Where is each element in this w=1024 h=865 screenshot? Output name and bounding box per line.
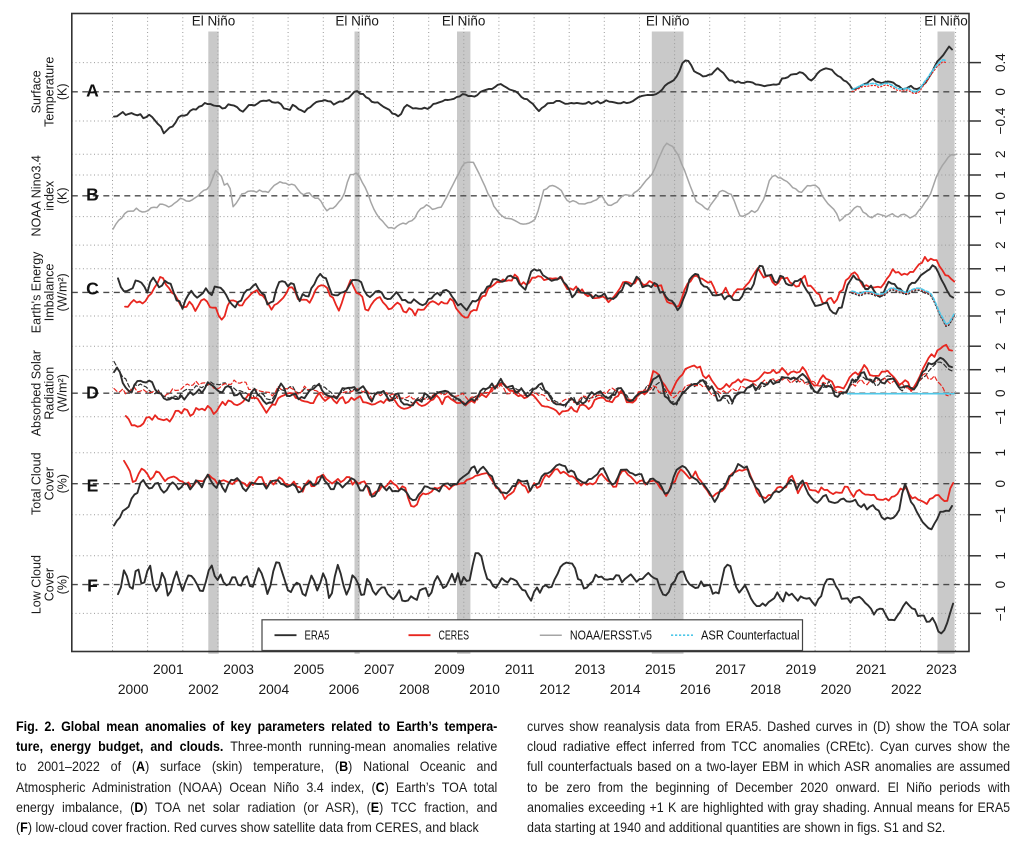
svg-text:0: 0 bbox=[993, 480, 1008, 488]
svg-text:2015: 2015 bbox=[645, 662, 676, 677]
svg-text:2016: 2016 bbox=[680, 682, 711, 697]
svg-text:NOAA Nino3.4: NOAA Nino3.4 bbox=[30, 155, 44, 236]
svg-text:ASR Counterfactual: ASR Counterfactual bbox=[701, 628, 800, 643]
svg-text:2: 2 bbox=[993, 150, 1008, 158]
svg-text:2008: 2008 bbox=[399, 682, 430, 697]
svg-text:Earth's Energy: Earth's Energy bbox=[30, 251, 44, 333]
svg-text:(%): (%) bbox=[56, 474, 70, 493]
svg-text:Cover: Cover bbox=[43, 467, 57, 500]
svg-text:Temperature: Temperature bbox=[43, 57, 57, 127]
svg-text:2017: 2017 bbox=[715, 662, 746, 677]
svg-text:(%): (%) bbox=[56, 575, 70, 594]
svg-text:2010: 2010 bbox=[469, 682, 500, 697]
svg-text:B: B bbox=[86, 185, 99, 205]
svg-text:Total Cloud: Total Cloud bbox=[30, 452, 44, 515]
svg-text:1: 1 bbox=[993, 552, 1008, 560]
svg-text:2: 2 bbox=[993, 241, 1008, 249]
svg-text:2007: 2007 bbox=[364, 662, 395, 677]
svg-text:2012: 2012 bbox=[540, 682, 571, 697]
svg-text:2019: 2019 bbox=[786, 662, 817, 677]
svg-text:(K): (K) bbox=[56, 187, 70, 204]
svg-text:−1: −1 bbox=[993, 209, 1008, 224]
svg-text:El Niño: El Niño bbox=[924, 14, 968, 29]
svg-text:El Niño: El Niño bbox=[192, 14, 236, 29]
svg-text:ERA5: ERA5 bbox=[305, 628, 330, 643]
svg-text:Radiation: Radiation bbox=[43, 367, 57, 420]
svg-text:Imbalance: Imbalance bbox=[43, 264, 57, 322]
svg-text:C: C bbox=[86, 279, 99, 299]
svg-text:A: A bbox=[86, 81, 99, 101]
svg-text:2020: 2020 bbox=[821, 682, 852, 697]
svg-text:2001: 2001 bbox=[153, 662, 184, 677]
svg-text:0: 0 bbox=[993, 192, 1008, 200]
svg-text:2011: 2011 bbox=[505, 662, 535, 677]
svg-text:2004: 2004 bbox=[258, 682, 289, 697]
svg-text:−1: −1 bbox=[993, 308, 1008, 323]
svg-text:(W/m²): (W/m²) bbox=[56, 273, 70, 311]
svg-text:2000: 2000 bbox=[118, 682, 149, 697]
svg-text:2002: 2002 bbox=[188, 682, 219, 697]
svg-text:2013: 2013 bbox=[575, 662, 606, 677]
svg-text:(W/m²): (W/m²) bbox=[56, 374, 70, 412]
svg-text:−1: −1 bbox=[993, 409, 1008, 424]
svg-text:0: 0 bbox=[993, 289, 1008, 297]
svg-text:NOAA/ERSST.v5: NOAA/ERSST.v5 bbox=[570, 628, 652, 643]
svg-text:2: 2 bbox=[993, 342, 1008, 350]
svg-text:1: 1 bbox=[993, 366, 1008, 374]
svg-text:2021: 2021 bbox=[856, 662, 887, 677]
svg-text:El Niño: El Niño bbox=[646, 14, 690, 29]
svg-text:2023: 2023 bbox=[926, 662, 957, 677]
svg-text:Low Cloud: Low Cloud bbox=[30, 555, 44, 614]
svg-text:CERES: CERES bbox=[439, 628, 470, 643]
svg-text:E: E bbox=[87, 476, 99, 496]
svg-text:El Niño: El Niño bbox=[442, 14, 486, 29]
svg-text:2018: 2018 bbox=[750, 682, 781, 697]
svg-text:0: 0 bbox=[993, 581, 1008, 589]
svg-text:2003: 2003 bbox=[223, 662, 254, 677]
svg-text:−0.4: −0.4 bbox=[993, 107, 1008, 134]
svg-text:−1: −1 bbox=[993, 606, 1008, 621]
svg-text:0: 0 bbox=[993, 88, 1008, 96]
svg-text:2014: 2014 bbox=[610, 682, 641, 697]
svg-text:F: F bbox=[87, 576, 98, 596]
svg-text:0.4: 0.4 bbox=[993, 53, 1008, 72]
svg-text:Cover: Cover bbox=[43, 568, 57, 601]
svg-text:2022: 2022 bbox=[891, 682, 922, 697]
svg-text:−1: −1 bbox=[993, 507, 1008, 522]
svg-text:1: 1 bbox=[993, 449, 1008, 457]
svg-text:2009: 2009 bbox=[434, 662, 465, 677]
svg-text:2005: 2005 bbox=[294, 662, 325, 677]
svg-text:0: 0 bbox=[993, 389, 1008, 397]
svg-text:(K): (K) bbox=[56, 83, 70, 100]
svg-text:D: D bbox=[86, 383, 99, 403]
svg-text:1: 1 bbox=[993, 171, 1008, 179]
svg-text:1: 1 bbox=[993, 265, 1008, 273]
svg-text:2006: 2006 bbox=[329, 682, 360, 697]
svg-text:Surface: Surface bbox=[30, 70, 44, 113]
svg-text:Absorbed Solar: Absorbed Solar bbox=[30, 350, 44, 436]
svg-text:index: index bbox=[43, 180, 57, 211]
svg-text:El Niño: El Niño bbox=[335, 14, 379, 29]
